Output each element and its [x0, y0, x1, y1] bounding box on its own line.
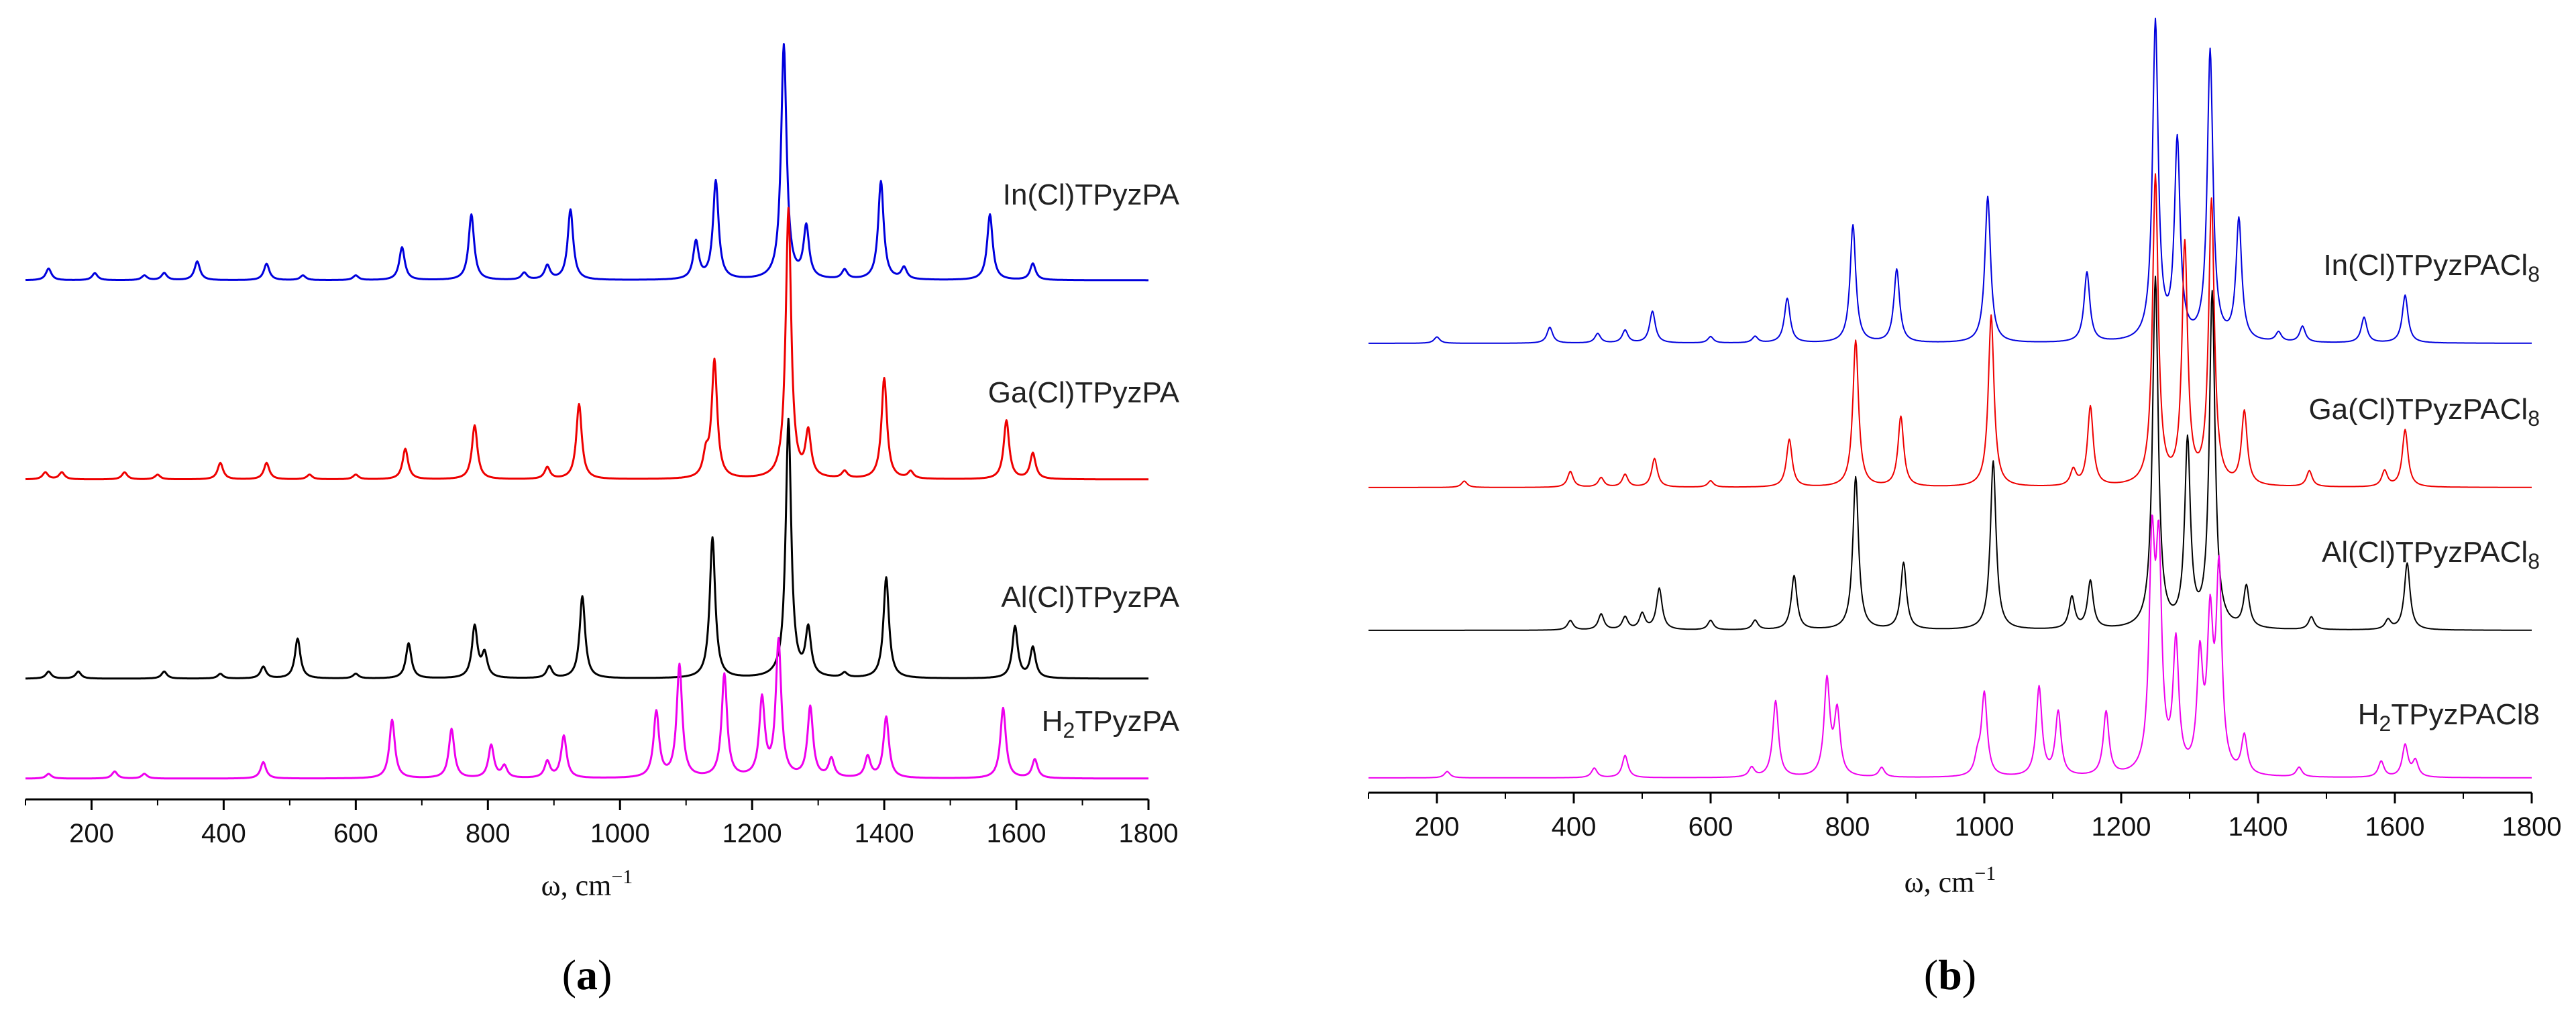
x-axis-title: ω, cm−1 [1904, 862, 1996, 899]
series-label-In(Cl)TPyzPA: In(Cl)TPyzPA [1003, 178, 1180, 211]
x-axis-title: ω, cm−1 [541, 866, 633, 902]
x-tick-label: 600 [333, 819, 378, 848]
x-tick-label: 1200 [722, 819, 782, 848]
panel-label: (b) [1924, 951, 1976, 999]
x-tick-label: 1800 [2502, 812, 2562, 842]
x-tick-label: 200 [69, 819, 114, 848]
x-tick-label: 1800 [1119, 819, 1179, 848]
series-label-Ga(Cl)TPyzPACl8: Ga(Cl)TPyzPACl8 [2308, 393, 2540, 431]
series-label-H2TPyzPACl8: H2TPyzPACl8 [2358, 698, 2540, 736]
x-tick-label: 1400 [2229, 812, 2288, 842]
x-tick-label: 600 [1688, 812, 1733, 842]
x-tick-label: 400 [201, 819, 246, 848]
x-tick-label: 1400 [855, 819, 914, 848]
series-label-H2TPyzPA: H2TPyzPA [1042, 705, 1180, 742]
panel-label: (a) [562, 951, 612, 999]
series-label-Ga(Cl)TPyzPA: Ga(Cl)TPyzPA [988, 376, 1180, 409]
series-line-Al(Cl)TPyzPACl8 [1368, 276, 2532, 631]
x-tick-label: 800 [466, 819, 511, 848]
panel-a: In(Cl)TPyzPA Ga(Cl)TPyzPA Al(Cl)TPyzPA H2TP… [25, 43, 1180, 999]
series-line-Ga(Cl)TPyzPA [25, 207, 1149, 481]
x-tick-label: 800 [1825, 812, 1870, 842]
x-tick-label: 1000 [1955, 812, 2015, 842]
x-tick-label: 200 [1415, 812, 1460, 842]
x-tick-label: 1000 [590, 819, 650, 848]
series-label-In(Cl)TPyzPACl8: In(Cl)TPyzPACl8 [2323, 249, 2540, 286]
series-line-Ga(Cl)TPyzPACl8 [1368, 173, 2532, 488]
series-label-Al(Cl)TPyzPACl8: Al(Cl)TPyzPACl8 [2322, 536, 2540, 573]
x-tick-label: 1600 [2365, 812, 2425, 842]
series-line-In(Cl)TPyzPACl8 [1368, 17, 2532, 344]
x-tick-label: 1600 [987, 819, 1046, 848]
series-line-H2TPyzPACl8 [1368, 514, 2532, 779]
series-line-In(Cl)TPyzPA [25, 43, 1149, 282]
panel-b: In(Cl)TPyzPACl8 Ga(Cl)TPyzPACl8 Al(Cl)TPyz… [1368, 17, 2562, 999]
series-line-H2TPyzPA [25, 636, 1149, 780]
x-tick-label: 400 [1552, 812, 1597, 842]
series-label-Al(Cl)TPyzPA: Al(Cl)TPyzPA [1001, 581, 1179, 614]
series-line-Al(Cl)TPyzPA [25, 417, 1149, 680]
x-tick-label: 1200 [2092, 812, 2151, 842]
